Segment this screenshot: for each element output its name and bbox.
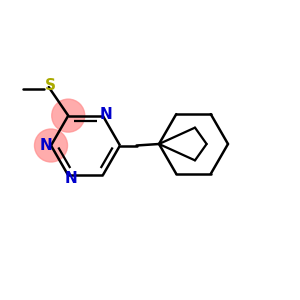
Circle shape: [52, 99, 85, 132]
Text: N: N: [64, 172, 77, 187]
Text: N: N: [100, 106, 113, 122]
Text: N: N: [39, 138, 52, 153]
Circle shape: [34, 129, 68, 162]
Text: S: S: [45, 77, 56, 92]
